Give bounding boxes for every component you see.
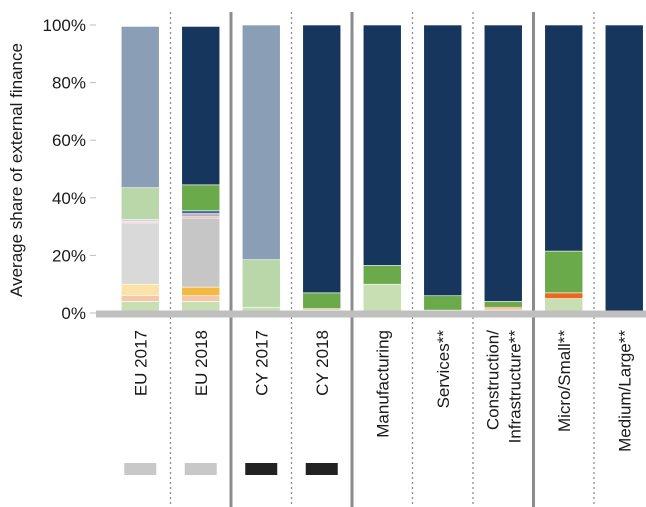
bar-segment	[181, 184, 221, 212]
legend-marker	[245, 463, 278, 475]
category-label-line: Manufacturing	[373, 330, 392, 438]
y-tick-label: 20%	[52, 246, 86, 265]
category-labels: EU 2017 EU 2018 CY 2017 CY 2018 Manufacturin…	[131, 330, 634, 452]
bar-segment	[120, 295, 160, 302]
y-tick-label: 60%	[52, 131, 86, 150]
bar-segment	[120, 283, 160, 297]
category-label: Services**	[434, 330, 453, 409]
category-label-line: EU 2017	[131, 330, 150, 396]
bar-segment	[302, 24, 342, 294]
bar-stack	[241, 24, 281, 314]
category-label-line: EU 2018	[192, 330, 211, 396]
bar-segment	[120, 223, 160, 285]
category-label: Medium/Large**	[615, 330, 634, 452]
category-label: EU 2017	[131, 330, 150, 396]
bar-segment	[362, 265, 402, 285]
bar-stack	[423, 24, 463, 314]
bar-segment	[362, 24, 402, 266]
y-tick-label: 80%	[52, 74, 86, 93]
y-axis-ticks: 0% 20% 40% 60% 80% 100%	[43, 16, 96, 323]
bar-stack	[604, 24, 644, 314]
category-label-line: Medium/Large**	[615, 330, 634, 452]
bar-segment	[544, 250, 584, 294]
category-label: Manufacturing	[373, 330, 392, 438]
category-label-line: Services**	[434, 330, 453, 409]
category-label-line: CY 2018	[313, 330, 332, 396]
y-tick-label: 40%	[52, 189, 86, 208]
bar-segment	[483, 301, 523, 308]
y-axis-label-group: Average share of external finance	[7, 43, 26, 297]
bar-segment	[544, 24, 584, 252]
bar-segment	[362, 283, 402, 314]
bar-segment	[423, 24, 463, 297]
bar-segment	[241, 24, 281, 261]
bars	[120, 24, 644, 314]
legend-marker	[305, 463, 338, 475]
legend-markers	[124, 463, 338, 475]
category-label-line: Construction/	[483, 330, 502, 430]
bar-stack	[302, 24, 342, 314]
bar-segment	[181, 26, 221, 186]
bar-segment	[302, 292, 342, 309]
category-label-line: CY 2017	[252, 330, 271, 396]
bar-segment	[483, 24, 523, 302]
category-label: CY 2018	[313, 330, 332, 396]
group-separators	[169, 12, 595, 507]
bar-stack	[120, 26, 160, 314]
bar-segment	[604, 24, 644, 314]
bar-segment	[181, 286, 221, 297]
category-label: Construction/Infrastructure**	[483, 330, 524, 444]
bar-segment	[181, 210, 221, 214]
category-label: EU 2018	[192, 330, 211, 396]
bar-stack	[362, 24, 402, 314]
y-tick-label: 100%	[43, 16, 86, 35]
bar-segment	[181, 217, 221, 288]
category-label: CY 2017	[252, 330, 271, 396]
bar-segment	[181, 295, 221, 302]
bar-segment	[120, 187, 160, 220]
category-label: Micro/Small**	[555, 330, 574, 432]
y-axis-label: Average share of external finance	[7, 43, 26, 297]
bar-segment	[241, 259, 281, 308]
bar-stack	[544, 24, 584, 314]
bar-stack	[181, 26, 221, 314]
bar-segment	[120, 26, 160, 189]
legend-marker	[124, 463, 157, 475]
category-label-line: Micro/Small**	[555, 330, 574, 432]
y-tick-label: 0%	[61, 304, 86, 323]
bar-segment	[423, 295, 463, 311]
bar-segment	[544, 292, 584, 299]
bar-stack	[483, 24, 523, 314]
category-label-line: Infrastructure**	[505, 330, 524, 444]
legend-marker	[184, 463, 217, 475]
